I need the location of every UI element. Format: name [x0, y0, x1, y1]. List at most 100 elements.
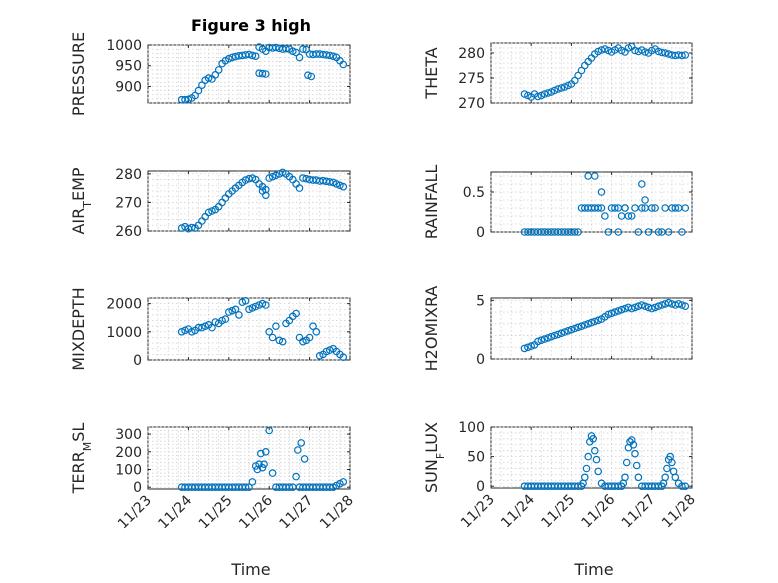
data-point	[641, 196, 649, 204]
data-point	[627, 436, 636, 444]
x-tick-label: 11/27	[277, 493, 317, 533]
data-point	[211, 318, 220, 326]
y-tick-label: 50	[467, 450, 485, 466]
data-point	[574, 228, 582, 236]
data-point	[651, 204, 659, 212]
data-point	[641, 48, 649, 56]
data-point	[634, 473, 643, 482]
data-point	[524, 343, 532, 352]
y-tick-label: 1000	[106, 325, 142, 341]
data-point	[590, 446, 599, 455]
data-point	[300, 455, 309, 463]
data-point	[590, 172, 599, 180]
data-point	[272, 171, 280, 180]
data-point	[663, 464, 671, 473]
data-point	[282, 44, 290, 53]
data-point	[614, 228, 623, 236]
data-point	[550, 86, 559, 95]
data-point	[304, 71, 312, 80]
data-point	[564, 326, 572, 335]
data-point	[621, 473, 629, 482]
data-point	[654, 302, 663, 311]
data-point	[592, 455, 601, 464]
data-point	[607, 309, 616, 318]
data-point	[632, 461, 641, 470]
data-point	[604, 228, 613, 236]
data-point	[617, 305, 626, 314]
y-tick-label: 0	[133, 353, 142, 369]
y-axis-label: PRESSURE	[69, 32, 88, 116]
data-point	[261, 447, 270, 456]
data-point	[634, 228, 643, 236]
y-tick-label: 270	[115, 195, 142, 211]
data-point	[597, 188, 606, 196]
data-point	[211, 71, 220, 79]
data-point	[265, 174, 274, 182]
data-point	[547, 332, 556, 341]
data-point	[567, 325, 576, 334]
data-point	[312, 327, 321, 336]
data-point	[191, 91, 199, 100]
data-point	[658, 301, 666, 309]
data-point	[550, 331, 559, 340]
data-point	[292, 472, 300, 481]
data-point	[589, 434, 598, 443]
panel-mixdepth: 0 1000 2000 MIXDEPTH	[69, 287, 351, 371]
data-point	[681, 204, 690, 212]
y-axis-label: MIXDEPTH	[69, 287, 88, 370]
data-point	[671, 473, 680, 482]
data-point	[544, 89, 552, 97]
data-point	[225, 54, 233, 63]
data-point	[560, 328, 569, 336]
data-point	[260, 460, 268, 469]
data-point	[339, 353, 348, 362]
data-point	[544, 334, 552, 342]
data-point	[332, 180, 341, 188]
data-point	[315, 351, 324, 360]
data-point	[204, 208, 213, 217]
data-point	[278, 337, 287, 346]
data-point	[637, 204, 646, 212]
data-point	[201, 322, 210, 331]
data-point	[681, 302, 690, 311]
data-point	[245, 305, 253, 314]
data-point	[265, 327, 274, 336]
data-point	[622, 458, 631, 467]
data-point	[574, 323, 582, 332]
data-point	[181, 95, 189, 104]
data-point	[251, 52, 260, 61]
data-point	[256, 449, 265, 458]
x-axis-label-right: Time	[573, 560, 613, 579]
data-point	[580, 321, 589, 329]
data-point	[557, 329, 566, 338]
data-point	[248, 51, 257, 60]
y-tick-label: 270	[458, 96, 485, 112]
data-point	[325, 483, 334, 492]
data-point	[681, 482, 690, 491]
data-point	[258, 463, 267, 472]
data-point	[214, 66, 223, 74]
data-point	[654, 228, 663, 236]
data-point	[309, 322, 317, 331]
data-point	[661, 49, 670, 57]
x-tick-label: 11/24	[498, 491, 538, 531]
data-point	[322, 347, 331, 356]
data-point	[681, 51, 690, 59]
y-axis-label: AIRTEMP	[69, 167, 94, 234]
panel-air-temp: 260 270 280 AIRTEMP	[69, 167, 351, 240]
data-point	[671, 204, 680, 212]
data-point	[534, 92, 542, 101]
data-point	[305, 333, 314, 342]
data-point	[261, 70, 270, 78]
data-point	[245, 50, 253, 59]
data-point	[678, 482, 686, 491]
data-point	[664, 298, 673, 307]
x-tick-label: 11/28	[317, 493, 357, 533]
data-point	[299, 45, 307, 53]
x-tick-label: 11/26	[579, 491, 619, 531]
data-point	[188, 223, 196, 232]
data-point	[292, 48, 300, 57]
data-point	[617, 46, 626, 55]
